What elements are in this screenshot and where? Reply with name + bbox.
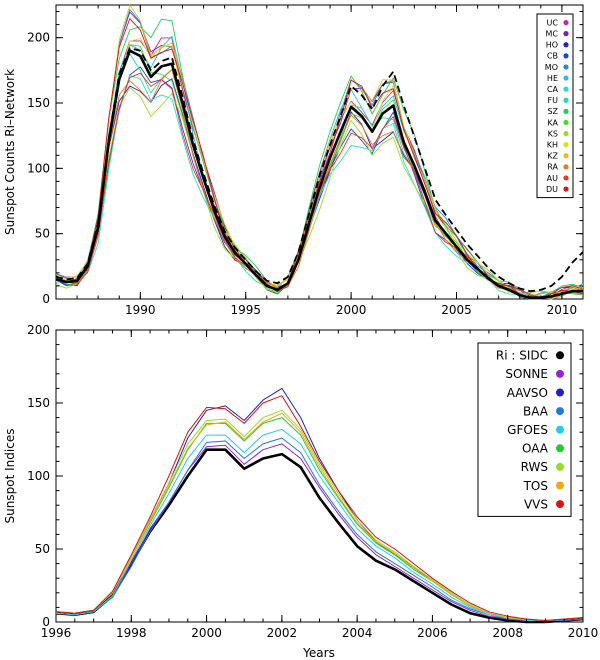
top-chart-panel: 1990 1995 2000 2005 2010 0 50 100 150 200 UC MC HO C… xyxy=(3,4,584,317)
y-tick-label: 100 xyxy=(27,469,50,483)
y-tick-label: 150 xyxy=(27,396,50,410)
legend-marker-vvs xyxy=(556,500,564,509)
bottom-y-axis-label: Sunspot Indices xyxy=(3,429,17,524)
legend-label-mo: MO xyxy=(545,63,558,72)
series-line-vvs xyxy=(55,395,584,621)
legend-marker-mc xyxy=(563,31,569,37)
legend-label-du: DU xyxy=(546,185,558,194)
legend-marker-ho xyxy=(563,42,569,48)
legend-marker-fu xyxy=(563,97,569,103)
x-tick-label: 1998 xyxy=(116,626,147,640)
series-line-sonne xyxy=(55,443,584,621)
legend-marker-ca xyxy=(563,86,569,92)
series-line-sz xyxy=(55,18,584,298)
x-tick-label: 2010 xyxy=(547,303,578,317)
legend-label-ho: HO xyxy=(546,41,558,50)
bottom-chart-panel: 1996 1998 2000 2002 2004 2006 2008 2010 0 50 100 15… xyxy=(3,323,598,660)
legend-label-rws: RWS xyxy=(521,460,548,474)
legend-label-ks: KS xyxy=(548,129,558,138)
legend-marker-kh xyxy=(563,142,569,148)
legend-label-fu: FU xyxy=(548,96,559,105)
legend-marker-ra xyxy=(563,164,569,170)
legend-marker-oaa xyxy=(556,444,564,453)
legend-label-vvs: VVS xyxy=(524,497,548,511)
legend-label-ra: RA xyxy=(547,163,558,172)
x-tick-label: 2010 xyxy=(568,626,599,640)
y-tick-label: 0 xyxy=(42,615,50,629)
x-tick-label: 2008 xyxy=(492,626,523,640)
legend-label-he: HE xyxy=(547,74,558,83)
legend-box xyxy=(477,342,572,517)
legend-label-ca: CA xyxy=(547,85,559,94)
legend-label-mc: MC xyxy=(546,30,559,39)
bottom-series-group xyxy=(55,387,584,624)
top-plot-frame xyxy=(55,4,584,300)
top-legend: UC MC HO CB MO HE CA FU SZ KA KS KH KZ RA AU DU xyxy=(536,13,574,199)
legend-marker-mo xyxy=(563,64,569,70)
x-tick-label: 2002 xyxy=(267,626,298,640)
series-line-ri-network xyxy=(55,49,583,300)
series-line-gfoes xyxy=(55,428,584,621)
legend-label-gfoes: GFOES xyxy=(507,423,548,437)
legend-marker-ri-sidc xyxy=(556,351,564,360)
x-tick-label: 2005 xyxy=(441,303,472,317)
legend-label-tos: TOS xyxy=(523,479,548,493)
legend-marker-rws xyxy=(556,462,564,471)
y-tick-label: 50 xyxy=(35,542,50,556)
legend-label-cb: CB xyxy=(547,52,558,61)
series-line-tos xyxy=(55,412,584,621)
series-line-ks xyxy=(55,87,584,299)
bottom-x-axis-label: Years xyxy=(302,646,335,660)
legend-marker-tos xyxy=(556,481,564,490)
legend-marker-gfoes xyxy=(556,425,564,434)
x-tick-label: 1990 xyxy=(125,303,156,317)
legend-label-sonne: SONNE xyxy=(505,367,548,381)
legend-marker-cb xyxy=(563,53,569,59)
y-tick-label: 150 xyxy=(27,96,50,110)
legend-marker-sz xyxy=(563,108,569,114)
legend-marker-aavso xyxy=(556,388,564,397)
x-tick-label: 2006 xyxy=(417,626,448,640)
legend-label-sz: SZ xyxy=(547,107,558,116)
x-tick-label: 2000 xyxy=(336,303,367,317)
legend-marker-sonne xyxy=(556,369,564,378)
legend-label-aavso: AAVSO xyxy=(507,386,548,400)
legend-marker-ks xyxy=(563,130,569,137)
y-tick-label: 200 xyxy=(27,323,50,337)
x-tick-label: 2000 xyxy=(191,626,222,640)
legend-label-ka: KA xyxy=(547,118,558,127)
y-tick-label: 0 xyxy=(42,292,50,306)
top-ticks-group: 1990 1995 2000 2005 2010 0 50 100 150 200 xyxy=(27,5,584,317)
legend-label-ri-sidc: Ri : SIDC xyxy=(496,349,548,363)
x-tick-label: 2004 xyxy=(342,626,373,640)
y-tick-label: 50 xyxy=(35,227,50,241)
legend-marker-he xyxy=(563,75,569,81)
series-line-ca xyxy=(55,75,584,300)
legend-marker-uc xyxy=(563,19,569,26)
legend-marker-au xyxy=(563,175,569,181)
legend-label-au: AU xyxy=(547,174,558,183)
legend-label-oaa: OAA xyxy=(522,442,549,456)
y-tick-label: 100 xyxy=(27,161,50,175)
x-tick-label: 1995 xyxy=(230,303,261,317)
x-tick-label: 1996 xyxy=(41,626,72,640)
top-series-group xyxy=(55,4,584,300)
bottom-ticks-group: 1996 1998 2000 2002 2004 2006 2008 2010 0 50 100 15… xyxy=(27,323,598,640)
legend-marker-du xyxy=(563,186,569,192)
legend-marker-ka xyxy=(563,119,569,126)
legend-label-kh: KH xyxy=(547,141,558,150)
legend-label-baa: BAA xyxy=(523,404,549,418)
bottom-legend: Ri : SIDC SONNE AAVSO BAA GFOES OAA RWS TOS VVS xyxy=(477,342,572,517)
legend-marker-kz xyxy=(563,153,569,159)
legend-label-uc: UC xyxy=(547,18,559,27)
legend-label-kz: KZ xyxy=(547,152,558,161)
series-line-ra xyxy=(55,69,584,299)
y-tick-label: 200 xyxy=(27,31,50,45)
series-line-mean-dashed xyxy=(55,47,584,293)
top-y-axis-label: Sunspot Counts Ri–Network xyxy=(3,69,17,235)
legend-marker-baa xyxy=(556,407,564,416)
